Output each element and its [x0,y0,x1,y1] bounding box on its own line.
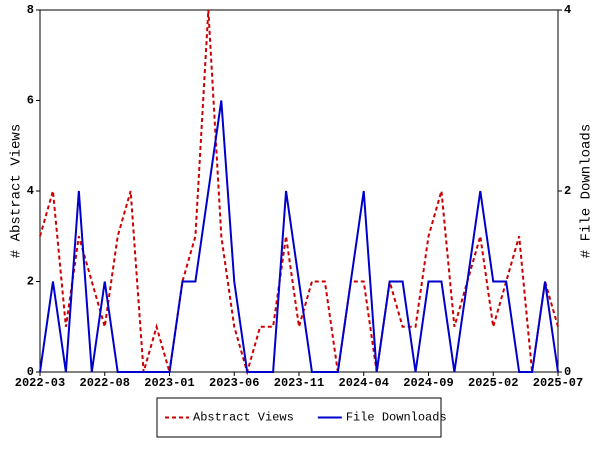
y-tick-label: 6 [27,94,34,108]
y2-tick-label: 0 [564,365,571,379]
series-line [39,100,559,373]
x-tick-label: 2024-09 [403,376,453,390]
x-tick-label: 2025-02 [468,376,518,390]
y2-tick-label: 2 [564,184,571,198]
y2-axis-title: # File Downloads [579,124,595,258]
x-tick-label: 2023-11 [274,376,324,390]
x-tick-label: 2025-07 [533,376,583,390]
x-tick-label: 2022-03 [15,376,65,390]
y-tick-label: 4 [27,184,34,198]
x-tick-label: 2023-06 [209,376,259,390]
legend-label: Abstract Views [193,411,294,425]
legend-box [156,397,442,438]
y-tick-label: 0 [27,365,34,379]
x-tick-label: 2022-08 [80,376,130,390]
x-tick-label: 2023-01 [144,376,194,390]
x-tick-label: 2024-04 [339,376,389,390]
y-tick-label: 2 [27,275,34,289]
legend-label: File Downloads [346,411,447,425]
y-tick-label: 8 [27,3,34,17]
series-line [39,9,559,376]
y-axis-title: # Abstract Views [9,124,25,258]
y2-tick-label: 4 [564,3,571,17]
